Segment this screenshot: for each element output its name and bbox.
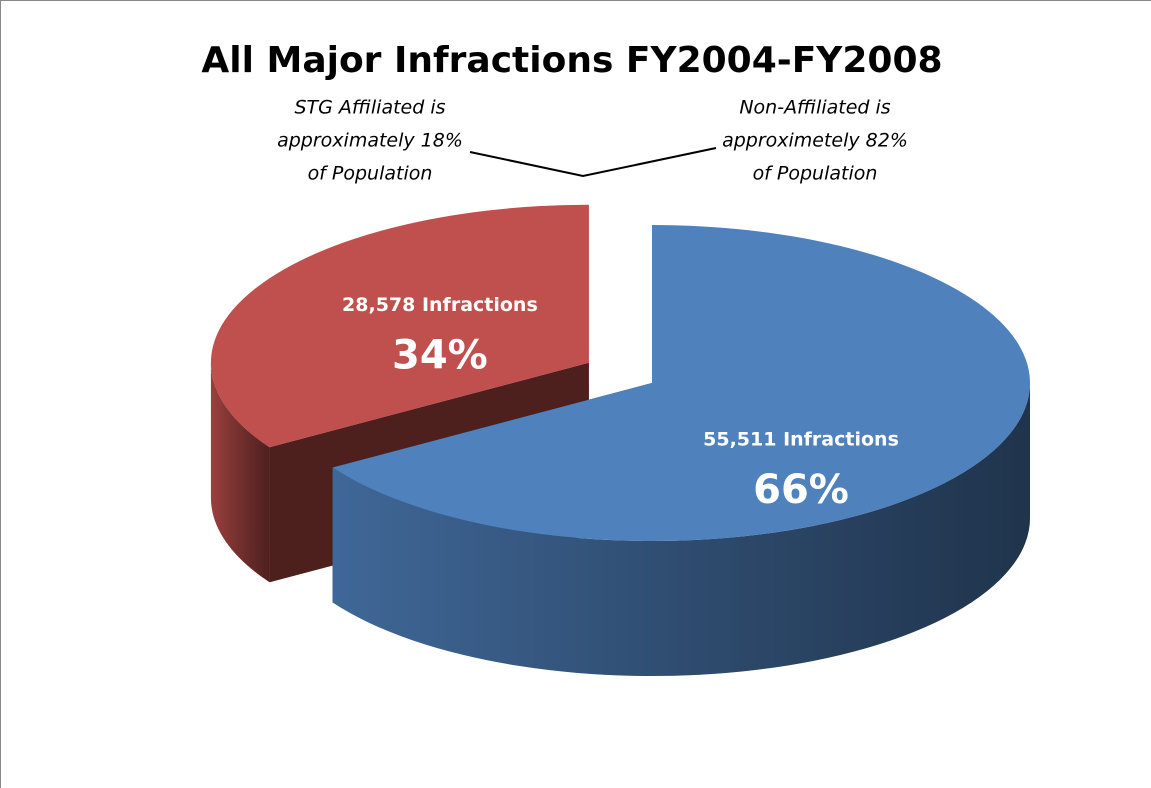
annotation: STG Affiliated is [294,97,445,119]
value-label: 28,578 Infractions [342,294,538,316]
annotation: approximately 18% [277,130,463,152]
annotation: of Population [308,163,433,185]
pie [210,204,1030,676]
annotation: of Population [753,163,878,185]
slice-top [332,225,1030,541]
slice-shade [210,362,270,583]
leader-line [469,147,717,178]
chart-title: All Major Infractions FY2004-FY2008 [201,40,942,81]
slice [332,225,1030,676]
annotations: STG Affiliated is approximately 18% of Pop… [277,97,908,185]
slice-top [210,204,589,448]
percent-label: 66% [753,467,849,513]
value-label: 55,511 Infractions [703,429,899,451]
slice-shade [332,383,1030,676]
data-labels: 28,578 Infractions 34% 55,511 Infractions 6… [342,294,899,513]
annotation: Non-Affiliated is [739,97,890,119]
percent-label: 34% [392,333,488,379]
annotation: approximetely 82% [722,130,908,152]
